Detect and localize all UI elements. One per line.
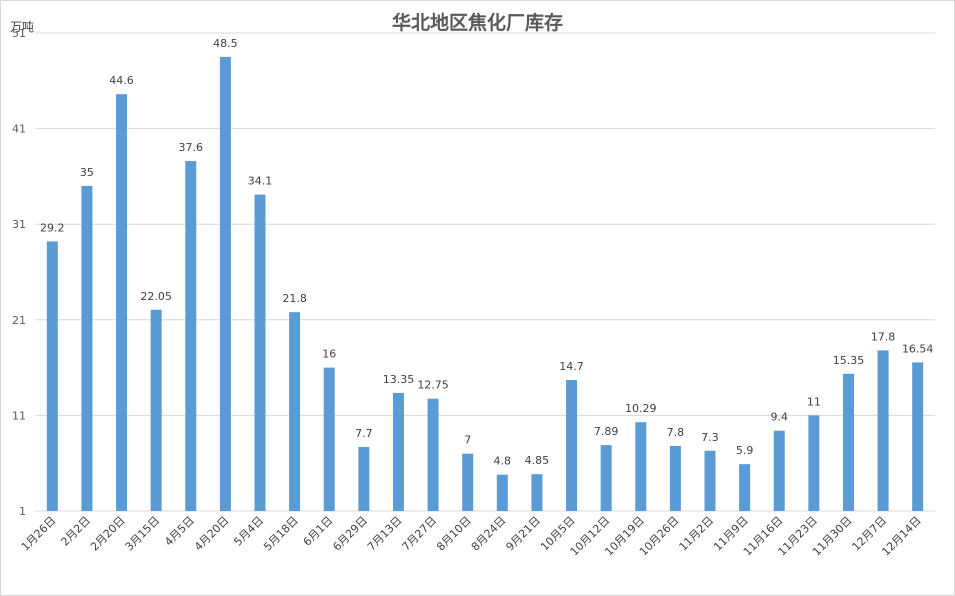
data-label: 48.5: [213, 37, 238, 50]
y-axis-unit-label: 万吨: [10, 20, 35, 34]
x-tick-label: 11月2日: [677, 514, 717, 554]
data-label: 4.85: [525, 454, 550, 467]
bar: [219, 56, 231, 512]
x-tick-label: 4月20日: [192, 514, 232, 554]
data-label: 9.4: [770, 411, 788, 424]
data-label: 16: [322, 348, 336, 361]
data-label: 17.8: [871, 330, 896, 343]
bar: [842, 373, 854, 511]
data-label: 15.35: [833, 354, 865, 367]
bars: [46, 56, 924, 512]
bar: [392, 392, 404, 511]
data-label: 7: [464, 434, 471, 447]
bar: [46, 241, 58, 511]
bar: [358, 446, 370, 511]
x-tick-label: 6月29日: [330, 514, 370, 554]
bar: [116, 94, 128, 512]
bar: [323, 367, 335, 511]
x-tick-label: 3月15日: [123, 514, 163, 554]
y-tick-label: 11: [12, 409, 26, 422]
data-label: 11: [807, 395, 821, 408]
y-tick-label: 51: [12, 27, 26, 40]
bar: [427, 398, 439, 511]
data-label: 7.8: [667, 426, 685, 439]
data-label: 29.2: [40, 221, 65, 234]
bar: [150, 309, 162, 511]
y-tick-label: 41: [12, 123, 26, 136]
data-label: 44.6: [109, 74, 134, 87]
data-label: 16.54: [902, 342, 934, 355]
bar: [566, 380, 578, 511]
data-label: 35: [80, 166, 94, 179]
y-tick-label: 1: [19, 505, 26, 518]
y-tick-label: 21: [12, 314, 26, 327]
data-label: 22.05: [140, 290, 172, 303]
bar: [289, 312, 301, 511]
bar: [254, 194, 266, 511]
bar: [81, 185, 93, 511]
x-tick-label: 9月21日: [503, 514, 543, 554]
x-tick-label: 8月24日: [469, 514, 509, 554]
bar: [704, 450, 716, 511]
bar: [912, 362, 924, 511]
bar: [739, 464, 751, 511]
bar: [600, 445, 612, 511]
bar: [531, 474, 543, 511]
data-label: 13.35: [383, 373, 415, 386]
data-label: 7.89: [594, 425, 619, 438]
data-label: 4.8: [494, 455, 512, 468]
data-label: 12.75: [417, 379, 449, 392]
data-label: 21.8: [282, 292, 307, 305]
bar: [185, 161, 197, 511]
x-tick-label: 8月10日: [434, 514, 474, 554]
bar: [496, 474, 508, 511]
data-label: 5.9: [736, 444, 754, 457]
data-labels: 29.2 35 44.6 22.05 37.6 48.5 34.1 21.8 16 7.7 13.3…: [40, 37, 933, 468]
bar: [635, 422, 647, 511]
x-tick-label: 7月13日: [365, 514, 405, 554]
data-label: 7.7: [355, 427, 373, 440]
data-label: 14.7: [559, 360, 584, 373]
x-tick-label: 5月18日: [261, 514, 301, 554]
bar: [808, 415, 820, 511]
bar: [669, 445, 681, 511]
y-tick-label: 31: [12, 218, 26, 231]
bar: [773, 430, 785, 511]
bar: [877, 350, 889, 511]
data-label: 7.3: [701, 431, 719, 444]
x-tick-label: 2月20日: [88, 514, 128, 554]
x-tick-label: 7月27日: [400, 514, 440, 554]
chart-title: 华北地区焦化厂库存: [391, 12, 563, 34]
data-label: 34.1: [248, 175, 273, 188]
bar: [462, 453, 474, 511]
data-label: 10.29: [625, 402, 657, 415]
x-tick-label: 1月26日: [19, 514, 59, 554]
gridlines: [35, 32, 935, 512]
data-label: 37.6: [179, 141, 204, 154]
